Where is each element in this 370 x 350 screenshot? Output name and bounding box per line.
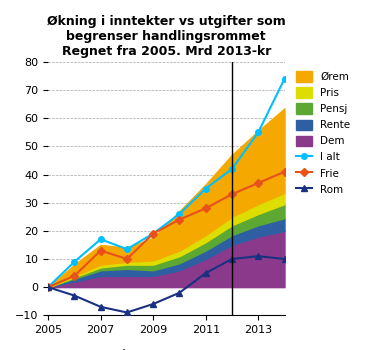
Text: Inntekter gjelder anslag på regnskap. Kilde: FIN/KRD, KS: Inntekter gjelder anslag på regnskap. Ki… (4, 349, 259, 350)
Legend: Ørem, Pris, Pensj, Rente, Dem, I alt, Frie, Rom: Ørem, Pris, Pensj, Rente, Dem, I alt, Fr… (292, 67, 354, 199)
Title: Økning i inntekter vs utgifter som
begrenser handlingsrommet
Regnet fra 2005. Mr: Økning i inntekter vs utgifter som begre… (47, 15, 286, 58)
